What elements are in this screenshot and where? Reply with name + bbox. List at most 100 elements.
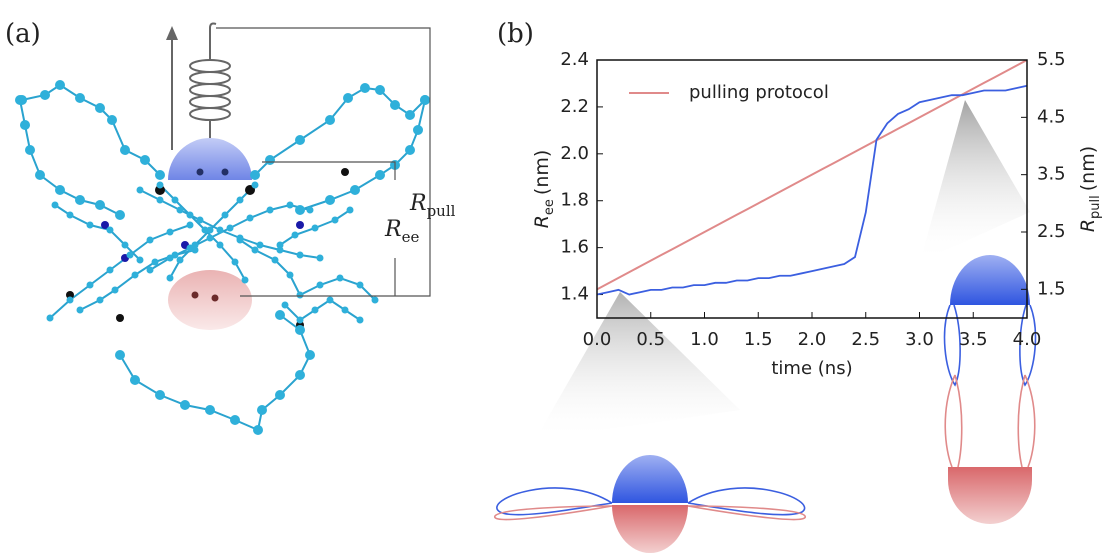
y-tick-label: 1.8 [560,190,589,211]
atom [35,170,45,180]
atom [295,325,305,335]
atom [66,296,74,304]
cartoon-stretched [943,255,1037,524]
atom [155,185,165,195]
atom [155,390,165,400]
atom [205,405,215,415]
atom [221,168,229,176]
atom [130,375,140,385]
chain [284,298,361,322]
atom [276,246,284,254]
x-tick-label: 3.5 [959,329,988,350]
atom [295,370,305,380]
atom [206,234,214,242]
spring-wire [209,22,217,29]
atom [96,296,104,304]
atom [257,405,267,415]
atom [55,185,65,195]
atom [155,170,165,180]
atom [86,281,94,289]
atom [166,254,174,262]
atom [311,224,319,232]
atom [121,241,129,249]
blue-cap [168,138,252,180]
atom [336,274,344,282]
brackets [216,27,431,297]
y-tick-label: 2.0 [560,143,589,164]
loop [943,304,961,387]
y-tick-label: 1.4 [560,284,589,305]
atom [20,120,30,130]
subscript: pull [427,202,456,220]
atom [216,226,224,234]
loop [944,374,963,468]
atom [266,206,274,214]
chain [139,189,321,259]
atom [151,258,159,266]
atom [341,168,349,176]
atom [95,103,105,113]
zoom-cone [920,100,1030,262]
spring-coil [189,107,231,121]
subscript: ee [542,199,557,215]
chain [239,239,376,301]
spring-coil [189,71,231,85]
atom [405,145,415,155]
atom [176,256,184,264]
atom [291,231,299,239]
atom [231,258,239,266]
chain [49,224,191,319]
atom [25,145,35,155]
atom [191,291,199,299]
chain [119,314,312,432]
zoom-cone [535,292,740,440]
atom [171,196,179,204]
y-tick-label: 1.6 [560,237,589,258]
atom [156,196,164,204]
y2-tick-label: 2.5 [1037,221,1066,242]
atom [251,246,259,254]
atom [250,170,260,180]
atom [296,221,304,229]
atom [51,201,59,209]
atom [46,314,54,322]
atom [325,115,335,125]
atom [281,301,289,309]
atom [286,201,294,209]
unit: (nm) [531,150,553,195]
y2-tick-label: 5.5 [1037,49,1066,70]
atom [120,145,130,155]
r-ee-label: Ree [384,217,419,246]
y-tick-label: 2.2 [560,96,589,117]
atom [305,350,315,360]
atom [246,214,254,222]
atom [346,206,354,214]
panel-label: (b) [497,19,534,49]
atom [253,425,263,435]
red-cap [612,505,688,553]
atom [116,314,124,322]
atom [375,170,385,180]
x-tick-label: 1.5 [744,329,773,350]
atom [140,155,150,165]
chain [149,203,311,271]
y2-tick-label: 3.5 [1037,164,1066,185]
atom [126,251,134,259]
atom [413,125,423,135]
red-cap [168,270,252,330]
x-tick-label: 1.0 [690,329,719,350]
y2-tick-label: 4.5 [1037,106,1066,127]
atom [156,181,164,189]
atom [136,186,144,194]
atom [180,400,190,410]
symbol: R [384,217,402,242]
atom [316,281,324,289]
spring [189,22,231,138]
atom [405,110,415,120]
atom [295,205,305,215]
loop [1019,304,1037,387]
atom [40,90,50,100]
data-line [596,84,1028,296]
atom [306,206,314,214]
atom [371,296,379,304]
